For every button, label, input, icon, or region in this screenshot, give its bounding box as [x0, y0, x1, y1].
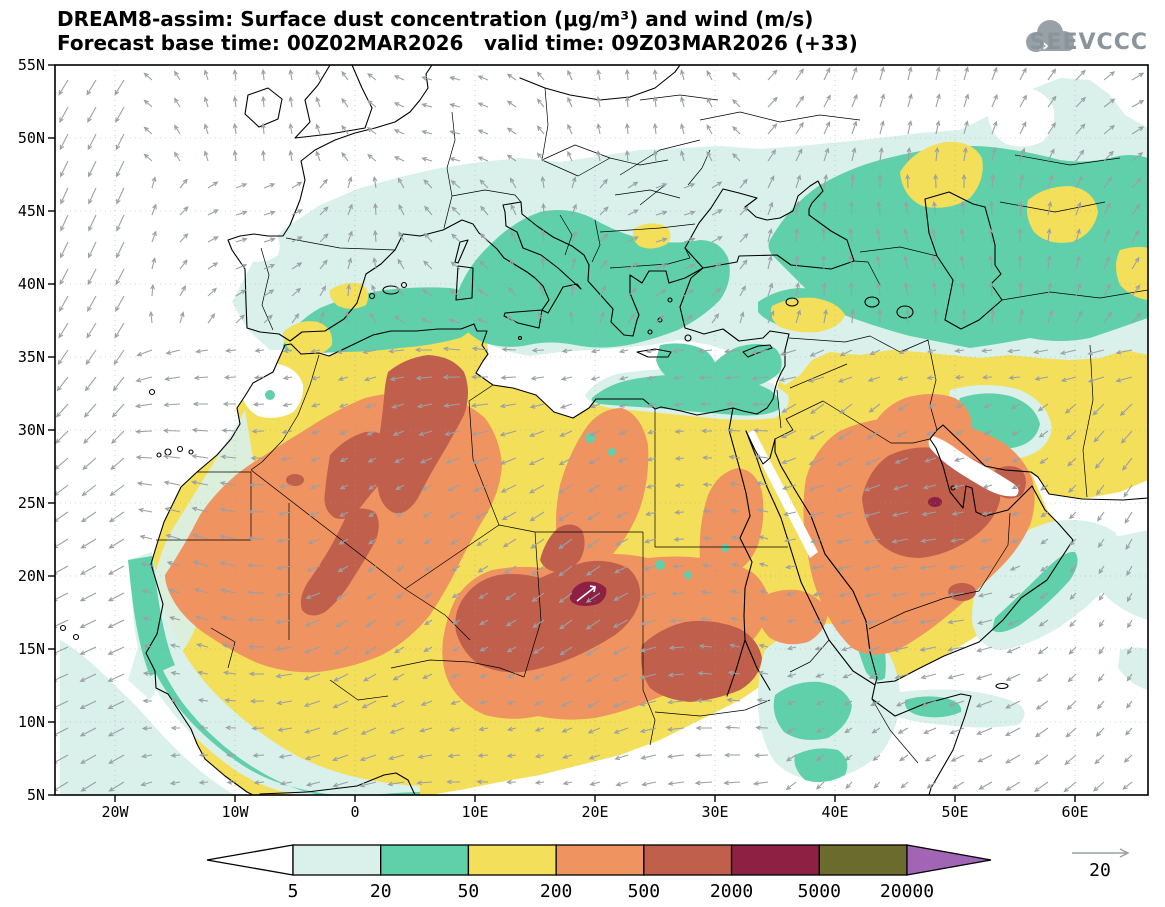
x-tick-label: 50E	[941, 803, 968, 821]
x-tick-label: 0	[350, 803, 359, 821]
wind-reference-arrow-icon	[1072, 848, 1130, 858]
x-tick-label: 20E	[581, 803, 608, 821]
forecast-base-time: Forecast base time: 00Z02MAR2026	[57, 31, 463, 55]
y-tick-label: 45N	[18, 202, 45, 220]
colorbar-legend: 5 20 50 200 500 2000 5000 20000	[206, 844, 992, 902]
colorbar-tick-label: 5	[288, 881, 299, 902]
seevccc-logo: » SEEVCCC	[1026, 20, 1148, 56]
x-tick-label: 60E	[1061, 803, 1088, 821]
colorbar-tick-label: 2000	[710, 881, 753, 902]
cloud-chevrons-icon: »	[1038, 36, 1049, 56]
y-tick-label: 50N	[18, 129, 45, 147]
cloud-icon: »	[1026, 20, 1074, 56]
x-tick-label: 10E	[461, 803, 488, 821]
logo-text: SEEVCCC	[1030, 30, 1148, 55]
y-tick-label: 40N	[18, 275, 45, 293]
colorbar-tick-label: 20	[370, 881, 392, 902]
y-tick-label: 5N	[27, 786, 45, 804]
valid-time: valid time: 09Z03MAR2026 (+33)	[484, 31, 858, 55]
coastlines	[59, 65, 1148, 795]
colorbar-tick-label: 20000	[880, 881, 934, 902]
colorbar-tick-label: 50	[458, 881, 480, 902]
x-tick-label: 20W	[101, 803, 129, 821]
y-tick-label: 55N	[18, 56, 45, 74]
country-borders	[156, 87, 1148, 764]
y-tick-label: 25N	[18, 494, 45, 512]
y-tick-label: 35N	[18, 348, 45, 366]
highlight-wind-arrow	[576, 585, 597, 602]
lat-lon-gridlines	[55, 65, 1148, 795]
colorbar-tick-label: 200	[540, 881, 573, 902]
wind-arrow-field	[55, 66, 1145, 793]
y-tick-label: 20N	[18, 567, 45, 585]
x-tick-label: 10W	[221, 803, 249, 821]
colorbar-tick-label: 500	[628, 881, 661, 902]
wind-arrows	[55, 66, 1145, 793]
y-tick-label: 10N	[18, 713, 45, 731]
x-tick-label: 30E	[701, 803, 728, 821]
latitude-axis: 55N 50N 45N 40N 35N 30N 25N 20N 15N 10N 5N	[18, 56, 55, 804]
longitude-axis: 20W 10W 0 10E 20E 30E 40E 50E 60E	[101, 795, 1089, 821]
x-tick-label: 40E	[821, 803, 848, 821]
wind-reference-value: 20	[1089, 860, 1111, 881]
y-tick-label: 30N	[18, 421, 45, 439]
dust-teal-specks	[265, 390, 729, 579]
page-title: DREAM8-assim: Surface dust concentration…	[57, 7, 813, 31]
y-tick-label: 15N	[18, 640, 45, 658]
dust-yellow-patches	[283, 141, 1148, 357]
wind-reference-legend: 20	[1072, 848, 1130, 881]
map-plot: 20W 10W 0 10E 20E 30E 40E 50E 60E 55N 50N 45N 40N 35…	[18, 56, 1149, 821]
colorbar-tick-label: 5000	[798, 881, 841, 902]
